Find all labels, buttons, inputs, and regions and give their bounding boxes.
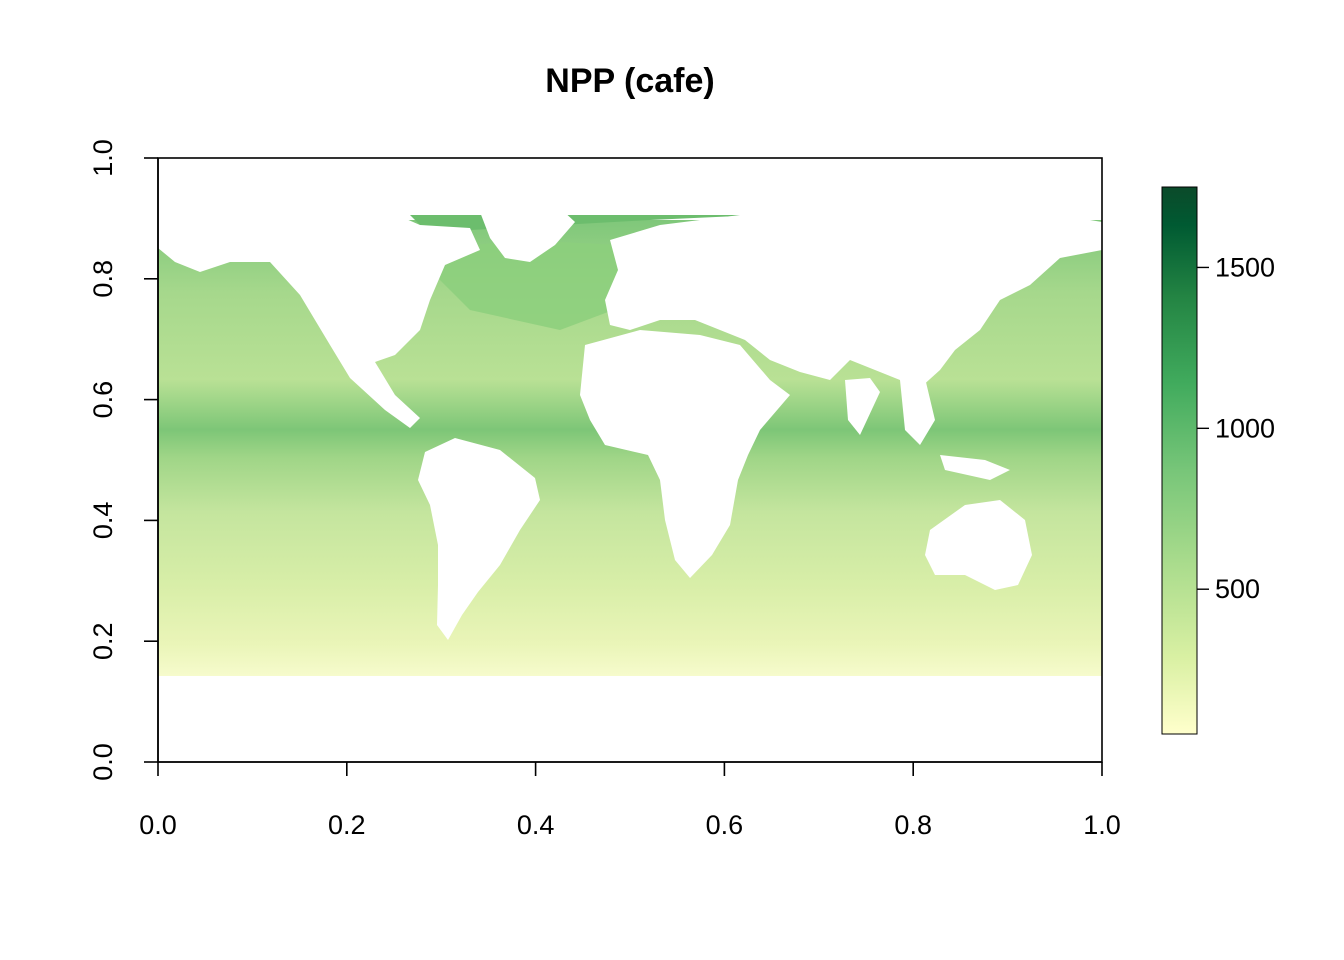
- colorbar-tick-label: 1000: [1215, 413, 1275, 443]
- land-north-america: [158, 212, 480, 428]
- land-masses: [158, 158, 1102, 762]
- x-tick-label: 1.0: [1083, 810, 1121, 840]
- land-south-america: [418, 438, 540, 640]
- y-tick-label: 1.0: [88, 139, 118, 177]
- y-tick-label: 0.4: [88, 502, 118, 540]
- colorbar-ticks: 500 1000 1500: [1197, 252, 1275, 604]
- y-tick-label: 0.6: [88, 381, 118, 419]
- x-tick-label: 0.6: [706, 810, 744, 840]
- land-greenland: [480, 208, 575, 262]
- y-tick-label: 0.0: [88, 743, 118, 781]
- land-antarctic: [158, 676, 1102, 762]
- colorbar: [1161, 186, 1198, 735]
- colorbar-tick-label: 1500: [1215, 252, 1275, 282]
- land-southeast-asia: [900, 378, 1010, 480]
- y-tick-label: 0.8: [88, 260, 118, 298]
- y-tick-label: 0.2: [88, 622, 118, 660]
- x-tick-label: 0.8: [894, 810, 932, 840]
- x-axis: 0.0 0.2 0.4 0.6 0.8 1.0: [139, 761, 1121, 840]
- land-india: [845, 378, 880, 435]
- land-australia: [925, 500, 1032, 590]
- y-axis: 0.0 0.2 0.4 0.6 0.8 1.0: [88, 139, 159, 781]
- npp-heatmap: [158, 158, 1102, 762]
- land-eurasia: [605, 205, 1102, 388]
- x-tick-label: 0.2: [328, 810, 366, 840]
- x-tick-label: 0.0: [139, 810, 177, 840]
- chart-title: NPP (cafe): [545, 62, 714, 100]
- x-tick-label: 0.4: [517, 810, 555, 840]
- land-africa: [580, 330, 790, 578]
- land-arctic: [158, 158, 1102, 215]
- colorbar-tick-label: 500: [1215, 574, 1260, 604]
- north-atlantic-band: [430, 240, 640, 330]
